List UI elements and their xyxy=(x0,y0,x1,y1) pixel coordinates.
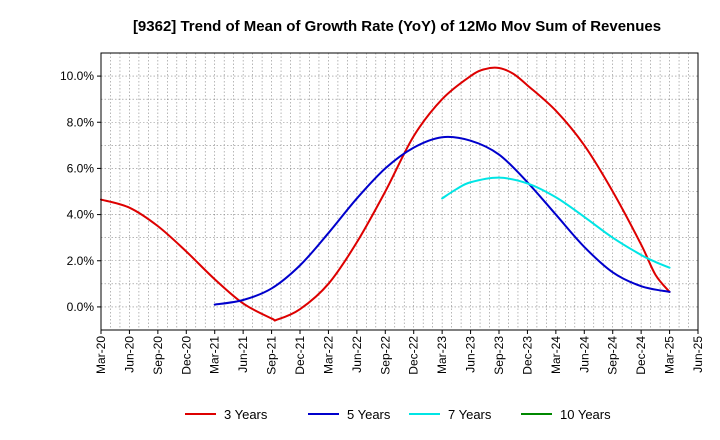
x-tick-label: Dec-22 xyxy=(407,336,421,375)
chart-title: [9362] Trend of Mean of Growth Rate (YoY… xyxy=(133,18,661,35)
y-tick-label: 2.0% xyxy=(67,254,95,268)
series-line-7-years xyxy=(441,176,671,269)
legend-label-5-years: 5 Years xyxy=(347,407,391,422)
series-line-3-years xyxy=(100,66,671,322)
x-tick-label: Sep-21 xyxy=(265,336,279,375)
x-tick-label: Mar-22 xyxy=(321,336,335,374)
legend-label-3-years: 3 Years xyxy=(224,407,268,422)
x-tick-label: Dec-21 xyxy=(293,336,307,375)
x-tick-label: Dec-24 xyxy=(634,336,648,375)
plot-frame xyxy=(100,52,699,331)
x-tick-label: Jun-21 xyxy=(236,336,250,373)
y-tick-label: 8.0% xyxy=(67,115,95,129)
x-tick-label: Jun-23 xyxy=(464,336,478,373)
legend-label-10-years: 10 Years xyxy=(560,407,611,422)
x-tick-label: Mar-21 xyxy=(208,336,222,374)
legend: 3 Years 5 Years 7 Years 10 Years xyxy=(185,407,611,422)
y-tick-label: 4.0% xyxy=(67,208,95,222)
series-line-5-years xyxy=(213,135,671,306)
x-tick-label: Jun-24 xyxy=(577,336,591,373)
series-lines xyxy=(100,66,671,322)
x-tick-label: Jun-22 xyxy=(350,336,364,373)
y-tick-label: 6.0% xyxy=(67,161,95,175)
x-tick-label: Sep-24 xyxy=(606,336,620,375)
x-tick-label: Mar-23 xyxy=(435,336,449,374)
x-axis-ticks: Mar-20 Jun-20 Sep-20 Dec-20 Mar-21 Jun-21 Sep-… xyxy=(94,330,705,375)
x-tick-label: Dec-23 xyxy=(520,336,534,375)
y-tick-label: 10.0% xyxy=(60,69,94,83)
x-tick-label: Sep-20 xyxy=(151,336,165,375)
x-tick-label: Jun-25 xyxy=(691,336,705,373)
x-tick-label: Jun-20 xyxy=(122,336,136,373)
x-tick-label: Mar-25 xyxy=(663,336,677,374)
y-axis-ticks: 0.0% 2.0% 4.0% 6.0% 8.0% 10.0% xyxy=(60,69,101,314)
x-tick-label: Dec-20 xyxy=(179,336,193,375)
legend-label-7-years: 7 Years xyxy=(448,407,492,422)
x-tick-label: Mar-24 xyxy=(549,336,563,374)
x-tick-label: Sep-22 xyxy=(378,336,392,375)
x-tick-label: Sep-23 xyxy=(492,336,506,375)
x-tick-label: Mar-20 xyxy=(94,336,108,374)
y-tick-label: 0.0% xyxy=(67,300,95,314)
